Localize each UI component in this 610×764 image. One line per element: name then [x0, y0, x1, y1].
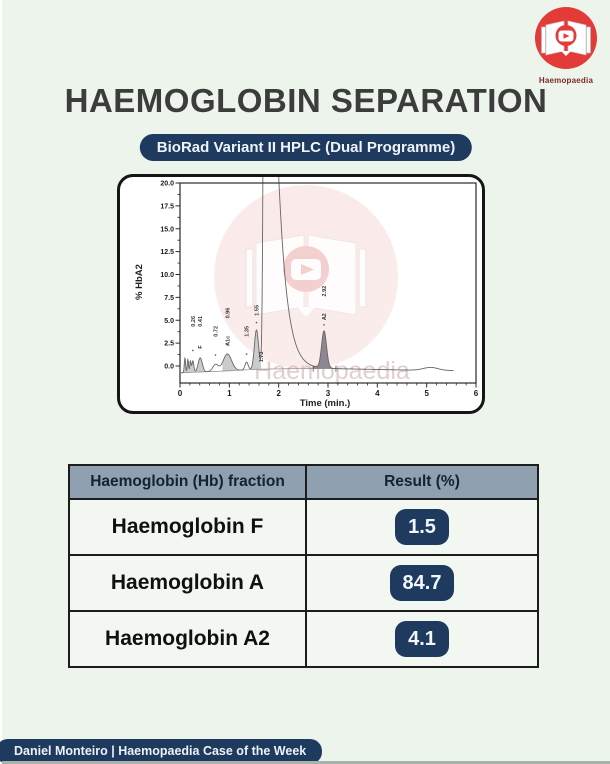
fraction-label: Haemoglobin A2 [105, 627, 270, 650]
svg-text:2: 2 [276, 389, 281, 398]
svg-text:% HbA2: % HbA2 [134, 264, 145, 300]
page-title: HAEMOGLOBIN SEPARATION [64, 82, 548, 119]
svg-text:1: 1 [227, 389, 232, 398]
result-chip: 4.1 [395, 621, 449, 657]
open-book-icon [541, 20, 591, 56]
svg-text:20.0: 20.0 [160, 181, 174, 188]
bottom-edge-line [2, 761, 610, 764]
table-row: Haemoglobin A2 4.1 [70, 612, 537, 666]
svg-text:0.72: 0.72 [214, 326, 220, 337]
column-header-fraction: Haemoglobin (Hb) fraction [70, 466, 305, 498]
svg-text:0: 0 [178, 389, 183, 398]
haemopaedia-logo-icon [535, 7, 597, 69]
haemopaedia-logo: Haemopaedia [526, 5, 606, 85]
svg-text:12.5: 12.5 [160, 249, 174, 256]
result-chip: 84.7 [389, 565, 455, 601]
table-row: Haemoglobin A 84.7 [70, 556, 537, 610]
chromatogram-card: Haemopaedia 0.0 2.5 5.0 7.5 10.0 12.5 15.0 17.5 2… [117, 174, 485, 414]
hplc-chromatogram: Haemopaedia 0.0 2.5 5.0 7.5 10.0 12.5 15.0 17.5 2… [134, 177, 479, 409]
svg-text:15.0: 15.0 [160, 226, 174, 233]
svg-text:Time (min.): Time (min.) [300, 398, 351, 409]
fraction-label: Haemoglobin F [111, 515, 264, 538]
table-row: Haemoglobin F 1.5 [70, 500, 537, 554]
svg-text:4: 4 [375, 389, 380, 398]
svg-text:5.0: 5.0 [164, 318, 174, 325]
footer-credit: Daniel Monteiro | Haemopaedia Case of th… [0, 739, 323, 764]
svg-text:F: F [198, 345, 204, 349]
svg-text:3: 3 [326, 389, 331, 398]
svg-text:A1c: A1c [225, 336, 231, 346]
svg-text:6: 6 [474, 389, 479, 398]
svg-text:0.26: 0.26 [191, 316, 197, 327]
svg-text:7.5: 7.5 [164, 295, 174, 302]
instrument-badge: BioRad Variant II HPLC (Dual Programme) [139, 134, 473, 161]
results-table: Haemoglobin (Hb) fraction Result (%) Hae… [68, 464, 539, 668]
logo-caption: Haemopaedia [538, 76, 594, 85]
svg-text:2.92: 2.92 [322, 286, 328, 297]
svg-text:0.96: 0.96 [225, 308, 231, 319]
fraction-label: Haemoglobin A [110, 571, 265, 594]
svg-text:10.0: 10.0 [160, 272, 174, 279]
svg-text:5: 5 [424, 389, 429, 398]
svg-text:A2: A2 [322, 313, 328, 320]
svg-text:0.0: 0.0 [164, 364, 174, 371]
svg-text:1.55: 1.55 [255, 305, 261, 316]
column-header-result: Result (%) [307, 466, 537, 498]
table-header-row: Haemoglobin (Hb) fraction Result (%) [70, 466, 537, 498]
svg-text:1.35: 1.35 [245, 326, 251, 337]
svg-text:0.41: 0.41 [198, 316, 204, 327]
result-chip: 1.5 [395, 509, 449, 545]
svg-text:Haemopaedia: Haemopaedia [254, 357, 410, 385]
svg-text:17.5: 17.5 [160, 203, 174, 210]
svg-text:2.5: 2.5 [164, 341, 174, 348]
svg-text:1.73: 1.73 [259, 352, 265, 363]
